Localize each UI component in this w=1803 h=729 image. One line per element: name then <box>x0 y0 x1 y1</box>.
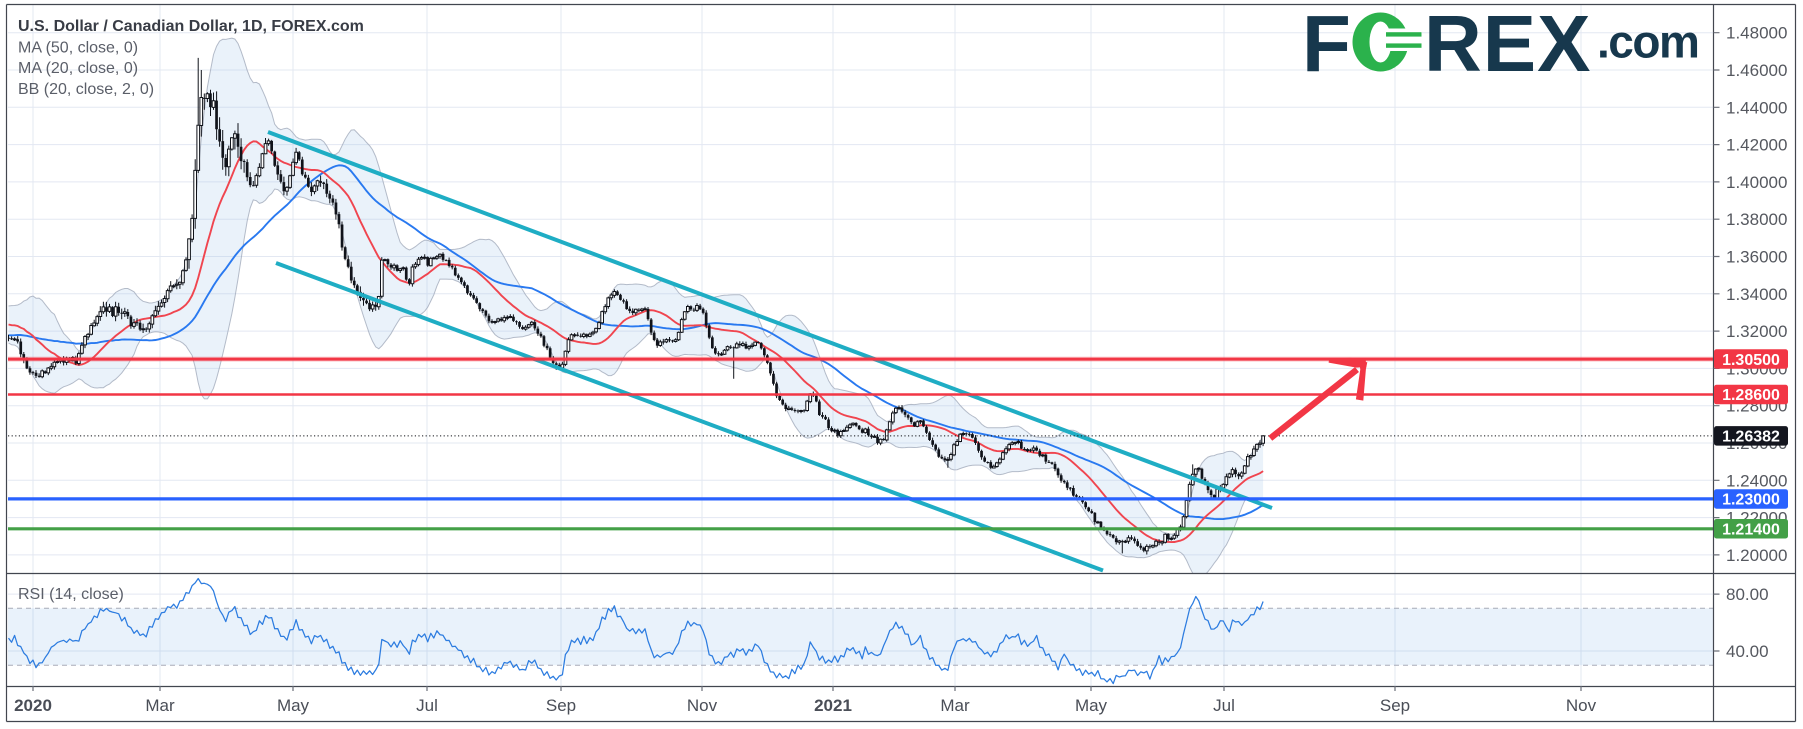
svg-text:1.28600: 1.28600 <box>1722 387 1780 404</box>
svg-text:1.40000: 1.40000 <box>1726 173 1787 192</box>
svg-text:Mar: Mar <box>145 696 175 715</box>
svg-text:1.42000: 1.42000 <box>1726 136 1787 155</box>
svg-text:REX: REX <box>1424 0 1592 88</box>
svg-text:RSI (14, close): RSI (14, close) <box>18 586 124 603</box>
svg-text:Mar: Mar <box>940 696 970 715</box>
svg-text:May: May <box>1075 696 1108 715</box>
svg-text:1.21400: 1.21400 <box>1722 522 1780 539</box>
svg-text:Jul: Jul <box>416 696 438 715</box>
svg-text:1.26382: 1.26382 <box>1722 429 1780 446</box>
svg-text:1.34000: 1.34000 <box>1726 285 1787 304</box>
svg-text:1.20000: 1.20000 <box>1726 546 1787 565</box>
svg-text:Nov: Nov <box>1566 696 1597 715</box>
svg-text:U.S. Dollar / Canadian Dollar,: U.S. Dollar / Canadian Dollar, 1D, FOREX… <box>18 18 364 35</box>
svg-text:1.38000: 1.38000 <box>1726 210 1787 229</box>
svg-text:1.48000: 1.48000 <box>1726 24 1787 43</box>
svg-text:Sep: Sep <box>1380 696 1410 715</box>
svg-text:.com: .com <box>1597 16 1698 68</box>
svg-text:1.44000: 1.44000 <box>1726 98 1787 117</box>
svg-text:Nov: Nov <box>687 696 718 715</box>
svg-text:1.46000: 1.46000 <box>1726 61 1787 80</box>
svg-text:40.00: 40.00 <box>1726 642 1769 661</box>
svg-text:Sep: Sep <box>546 696 576 715</box>
svg-text:1.30500: 1.30500 <box>1722 352 1780 369</box>
svg-text:1.32000: 1.32000 <box>1726 322 1787 341</box>
svg-text:F: F <box>1302 0 1351 88</box>
svg-text:2020: 2020 <box>14 696 52 715</box>
svg-text:1.36000: 1.36000 <box>1726 248 1787 267</box>
svg-text:80.00: 80.00 <box>1726 585 1769 604</box>
svg-text:Jul: Jul <box>1213 696 1235 715</box>
svg-text:MA (20, close, 0): MA (20, close, 0) <box>18 60 138 77</box>
svg-text:MA (50, close, 0): MA (50, close, 0) <box>18 40 138 57</box>
svg-text:May: May <box>277 696 310 715</box>
svg-text:BB (20, close, 2, 0): BB (20, close, 2, 0) <box>18 81 154 98</box>
svg-text:1.24000: 1.24000 <box>1726 471 1787 490</box>
svg-text:2021: 2021 <box>814 696 852 715</box>
svg-text:1.23000: 1.23000 <box>1722 492 1780 509</box>
